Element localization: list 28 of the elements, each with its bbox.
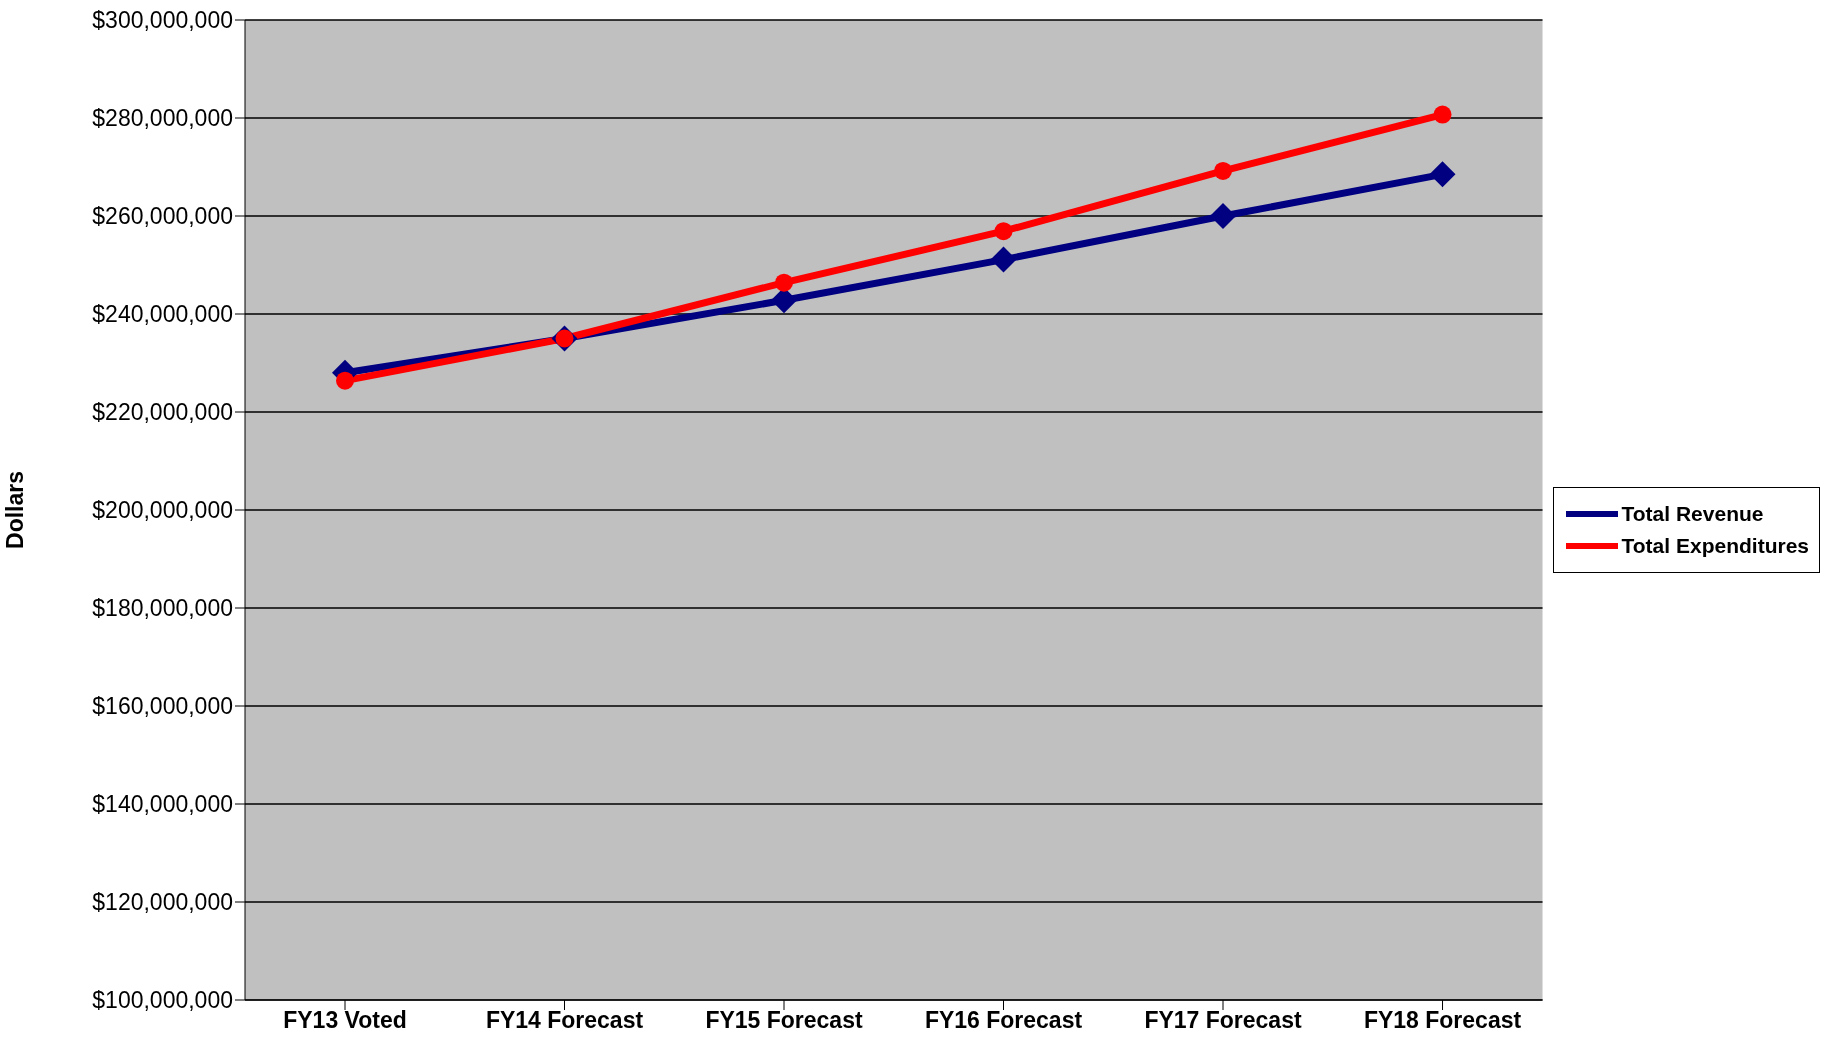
x-tick-label: FY17 Forecast [1144, 1007, 1302, 1034]
legend-label: Total Revenue [1621, 502, 1764, 526]
point [336, 371, 354, 390]
point [1429, 161, 1456, 188]
y-tick-label: $240,000,000 [92, 301, 233, 328]
legend-label: Total Expenditures [1621, 534, 1809, 558]
y-tick-label: $300,000,000 [92, 7, 233, 34]
y-tick-label: $180,000,000 [92, 595, 233, 622]
y-tick-label: $220,000,000 [92, 399, 233, 426]
x-tick-label: FY16 Forecast [924, 1007, 1083, 1034]
point [994, 222, 1013, 241]
y-tick-label: $100,000,000 [92, 987, 233, 1014]
x-tick-label: FY18 Forecast [1363, 1007, 1522, 1034]
point [1214, 161, 1233, 180]
x-tick-label: FY15 Forecast [705, 1007, 863, 1034]
point [1433, 105, 1452, 124]
y-axis-title: Dollars [2, 471, 29, 549]
y-tick-label: $120,000,000 [92, 889, 233, 916]
y-tick-label: $140,000,000 [92, 791, 233, 818]
point [1210, 203, 1237, 229]
x-tick-label: FY13 Voted [283, 1007, 407, 1034]
y-tick-label: $280,000,000 [92, 105, 233, 132]
y-tick-label: $260,000,000 [92, 203, 233, 230]
y-tick-label: $200,000,000 [92, 497, 233, 524]
point [990, 246, 1017, 273]
point [775, 273, 794, 292]
x-tick-label: FY14 Forecast [485, 1007, 644, 1034]
y-tick-label: $160,000,000 [92, 693, 233, 720]
